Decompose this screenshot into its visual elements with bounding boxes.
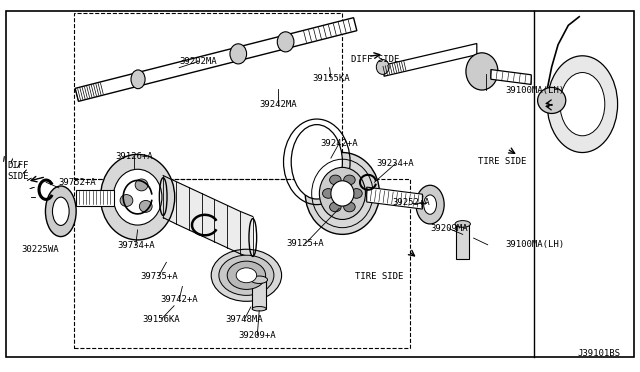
Text: 30225WA: 30225WA — [21, 245, 58, 254]
Text: 39742+A: 39742+A — [161, 295, 198, 304]
Text: J39101BS: J39101BS — [578, 349, 621, 358]
Bar — [456, 225, 469, 259]
Bar — [252, 281, 266, 309]
Text: 39734+A: 39734+A — [117, 241, 154, 250]
Ellipse shape — [344, 175, 355, 185]
Polygon shape — [76, 190, 114, 206]
Polygon shape — [75, 18, 357, 101]
Ellipse shape — [211, 249, 282, 301]
Ellipse shape — [305, 153, 380, 234]
Ellipse shape — [219, 255, 274, 295]
Ellipse shape — [344, 202, 355, 212]
Ellipse shape — [52, 197, 69, 225]
Text: 39155KA: 39155KA — [312, 74, 349, 83]
Ellipse shape — [252, 307, 266, 311]
Polygon shape — [163, 176, 253, 259]
Text: 39252+A: 39252+A — [393, 198, 430, 207]
Ellipse shape — [376, 60, 389, 74]
Ellipse shape — [319, 167, 365, 219]
Ellipse shape — [351, 189, 362, 198]
Text: 39748MA: 39748MA — [226, 315, 263, 324]
Ellipse shape — [251, 276, 268, 283]
Bar — [74, 179, 410, 348]
Text: 39100MA(LH): 39100MA(LH) — [506, 86, 564, 94]
Text: 39202MA: 39202MA — [180, 57, 217, 66]
Ellipse shape — [455, 221, 470, 227]
Ellipse shape — [100, 154, 175, 240]
Ellipse shape — [547, 56, 618, 153]
Ellipse shape — [120, 195, 133, 206]
Ellipse shape — [227, 261, 266, 289]
Ellipse shape — [113, 169, 162, 225]
Text: 39156KA: 39156KA — [143, 315, 180, 324]
Text: TIRE SIDE: TIRE SIDE — [355, 272, 404, 280]
Text: 39209MA: 39209MA — [431, 224, 468, 233]
Polygon shape — [367, 187, 422, 209]
Text: TIRE SIDE: TIRE SIDE — [478, 157, 527, 166]
Ellipse shape — [135, 179, 148, 191]
Ellipse shape — [330, 175, 341, 185]
Ellipse shape — [416, 185, 444, 224]
Ellipse shape — [291, 125, 342, 199]
Ellipse shape — [45, 186, 76, 237]
Text: DIFF SIDE: DIFF SIDE — [351, 55, 400, 64]
Ellipse shape — [538, 87, 566, 113]
Text: 39209+A: 39209+A — [239, 331, 276, 340]
Text: DIFF
SIDE: DIFF SIDE — [7, 161, 29, 181]
Ellipse shape — [330, 202, 341, 212]
Text: 39242+A: 39242+A — [321, 139, 358, 148]
Text: 39234+A: 39234+A — [377, 159, 414, 168]
Ellipse shape — [424, 195, 436, 214]
Ellipse shape — [131, 70, 145, 89]
Text: 39100MA(LH): 39100MA(LH) — [506, 240, 564, 249]
Text: 39242MA: 39242MA — [260, 100, 297, 109]
Bar — [74, 13, 342, 179]
Ellipse shape — [323, 189, 334, 198]
Text: 39752+A: 39752+A — [58, 178, 95, 187]
Ellipse shape — [236, 268, 257, 283]
Text: 39735+A: 39735+A — [140, 272, 177, 280]
Text: 39126+A: 39126+A — [116, 152, 153, 161]
Ellipse shape — [560, 73, 605, 136]
Ellipse shape — [277, 32, 294, 52]
Ellipse shape — [140, 201, 152, 212]
Ellipse shape — [331, 181, 354, 206]
Ellipse shape — [466, 53, 498, 90]
Polygon shape — [491, 70, 531, 84]
Polygon shape — [384, 44, 477, 76]
Ellipse shape — [230, 44, 246, 64]
Text: 39125+A: 39125+A — [287, 239, 324, 248]
